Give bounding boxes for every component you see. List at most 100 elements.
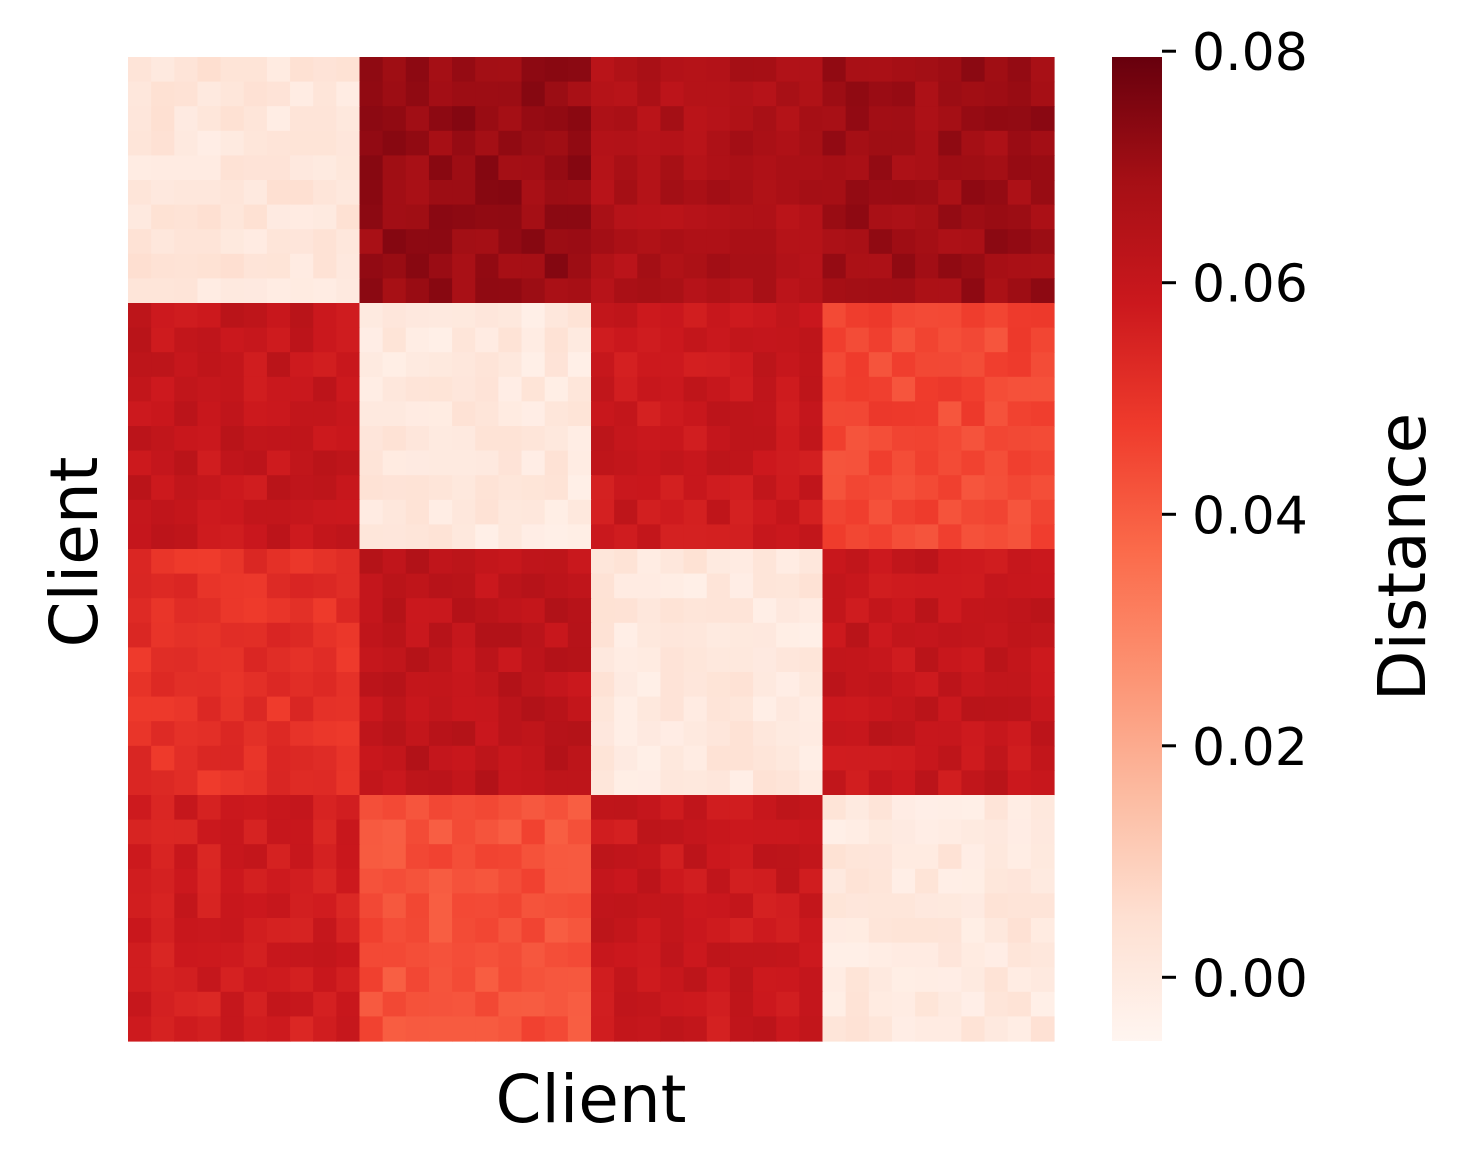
- heatmap-cell: [706, 376, 731, 402]
- heatmap-cell: [498, 229, 523, 255]
- heatmap-cell: [1030, 967, 1055, 993]
- heatmap-cell: [243, 450, 268, 476]
- heatmap-cell: [915, 868, 939, 894]
- heatmap-cell: [753, 647, 777, 673]
- heatmap-cell: [961, 991, 986, 1017]
- heatmap-cell: [938, 942, 962, 968]
- heatmap-cell: [151, 130, 175, 156]
- heatmap-cell: [753, 352, 777, 378]
- heatmap-cell: [197, 155, 222, 181]
- heatmap-cell: [266, 401, 291, 427]
- heatmap-cell: [614, 721, 638, 747]
- heatmap-cell: [452, 130, 476, 156]
- heatmap-cell: [243, 475, 268, 501]
- heatmap-cell: [382, 376, 407, 402]
- heatmap-cell: [1007, 819, 1032, 845]
- heatmap-cell: [868, 155, 893, 181]
- heatmap-cell: [197, 819, 222, 845]
- heatmap-cell: [174, 204, 199, 230]
- heatmap-cell: [220, 303, 245, 329]
- heatmap-cell: [313, 401, 337, 427]
- heatmap-cell: [174, 352, 199, 378]
- heatmap-cell: [753, 475, 777, 501]
- heatmap-cell: [637, 401, 662, 427]
- heatmap-cell: [683, 57, 708, 83]
- heatmap-cell: [290, 647, 314, 673]
- heatmap-cell: [382, 401, 407, 427]
- heatmap-cell: [498, 795, 523, 821]
- heatmap-cell: [845, 106, 870, 132]
- heatmap-cell: [382, 57, 407, 83]
- heatmap-cell: [683, 450, 708, 476]
- heatmap-cell: [614, 450, 638, 476]
- heatmap-cell: [521, 229, 546, 255]
- heatmap-cell: [729, 868, 754, 894]
- heatmap-cell: [637, 352, 662, 378]
- heatmap-cell: [822, 81, 847, 107]
- heatmap-cell: [776, 622, 800, 648]
- heatmap-cell: [984, 721, 1009, 747]
- heatmap-cell: [174, 622, 199, 648]
- heatmap-cell: [660, 573, 685, 599]
- heatmap-cell: [266, 253, 291, 279]
- heatmap-cell: [683, 598, 708, 624]
- heatmap-cell: [591, 303, 615, 329]
- heatmap-cell: [336, 573, 361, 599]
- heatmap-cell: [544, 942, 569, 968]
- heatmap-cell: [128, 57, 152, 83]
- heatmap-cell: [660, 499, 685, 525]
- heatmap-cell: [591, 696, 615, 722]
- heatmap-cell: [729, 991, 754, 1017]
- heatmap-cell: [521, 549, 546, 575]
- heatmap-cell: [359, 967, 384, 993]
- heatmap-cell: [405, 696, 430, 722]
- heatmap-cell: [498, 721, 523, 747]
- heatmap-cell: [220, 57, 245, 83]
- heatmap-cell: [729, 57, 754, 83]
- heatmap-cell: [128, 672, 152, 698]
- heatmap-cell: [753, 1016, 777, 1042]
- heatmap-cell: [544, 450, 569, 476]
- heatmap-cell: [243, 696, 268, 722]
- heatmap-cell: [405, 942, 430, 968]
- heatmap-cell: [220, 893, 245, 919]
- heatmap-cell: [915, 573, 939, 599]
- heatmap-cell: [266, 475, 291, 501]
- heatmap-cell: [1007, 942, 1032, 968]
- heatmap-cell: [637, 1016, 662, 1042]
- heatmap-cell: [891, 573, 916, 599]
- heatmap-cell: [128, 204, 152, 230]
- heatmap-cell: [405, 376, 430, 402]
- heatmap-cell: [683, 770, 708, 796]
- heatmap-cell: [961, 57, 986, 83]
- heatmap-cell: [498, 253, 523, 279]
- heatmap-cell: [729, 499, 754, 525]
- heatmap-cell: [544, 672, 569, 698]
- heatmap-cell: [382, 253, 407, 279]
- heatmap-cell: [567, 229, 592, 255]
- heatmap-cell: [753, 130, 777, 156]
- heatmap-cell: [1030, 672, 1055, 698]
- heatmap-cell: [475, 352, 499, 378]
- heatmap-cell: [313, 893, 337, 919]
- heatmap-cell: [1030, 81, 1055, 107]
- heatmap-cell: [567, 991, 592, 1017]
- heatmap-cell: [961, 745, 986, 771]
- heatmap-cell: [822, 475, 847, 501]
- heatmap-cell: [845, 327, 870, 353]
- heatmap-cell: [799, 844, 824, 870]
- heatmap-cell: [544, 499, 569, 525]
- heatmap-cell: [359, 57, 384, 83]
- heatmap-cell: [359, 130, 384, 156]
- heatmap-cell: [521, 327, 546, 353]
- heatmap-cell: [1007, 524, 1032, 550]
- heatmap-cell: [243, 942, 268, 968]
- heatmap-cell: [614, 942, 638, 968]
- heatmap-cell: [1007, 106, 1032, 132]
- heatmap-cell: [197, 106, 222, 132]
- heatmap-cell: [428, 475, 453, 501]
- heatmap-cell: [313, 598, 337, 624]
- heatmap-cell: [290, 303, 314, 329]
- heatmap-cell: [220, 647, 245, 673]
